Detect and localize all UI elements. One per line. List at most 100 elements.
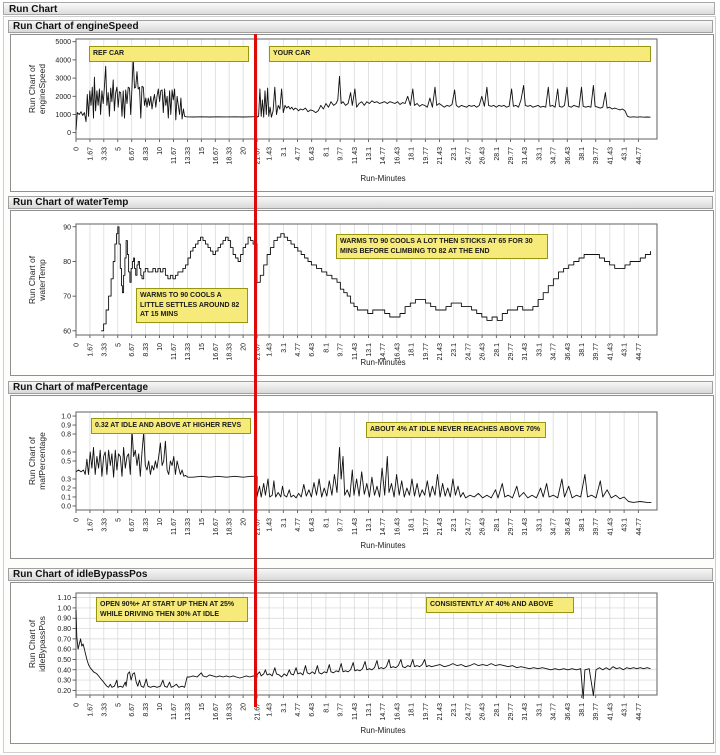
x-tick-label: 21.43	[437, 147, 444, 165]
x-tick-label: 23.1	[451, 147, 458, 161]
x-tick-label: 34.77	[551, 703, 558, 721]
x-tick-label: 1.43	[267, 343, 274, 357]
x-tick-label: 18.33	[227, 147, 234, 165]
y-tick-label: 0.5	[61, 459, 71, 466]
panel-title: Run Chart of engineSpeed	[13, 21, 139, 32]
x-tick-label: 39.77	[593, 147, 600, 165]
x-tick-label: 16.67	[213, 518, 220, 536]
x-axis-title: Run-Minutes	[360, 358, 405, 367]
x-tick-label: 41.43	[607, 703, 614, 721]
chart-panel-engineSpeed: 0 1.67 3.33 5 6.67 8.33 10 11.67 13.33 15 16.67 18.…	[10, 34, 714, 192]
x-tick-label: 11.43	[352, 518, 359, 535]
y-tick-label: 0.20	[57, 688, 71, 695]
series-line	[75, 429, 652, 503]
x-tick-label: 13.33	[185, 518, 192, 536]
x-tick-label: 34.77	[551, 147, 558, 165]
x-tick-label: 3.1	[281, 147, 288, 157]
y-tick-label: 0.3	[61, 476, 71, 483]
y-tick-label: 0.70	[57, 636, 71, 643]
x-tick-label: 13.33	[185, 343, 192, 361]
series-line	[75, 609, 651, 700]
x-tick-label: 13.1	[366, 518, 373, 532]
x-tick-label: 24.77	[465, 343, 472, 361]
x-tick-label: 6.67	[129, 343, 136, 357]
x-tick-label: 8.1	[323, 703, 330, 713]
x-tick-label: 8.33	[143, 703, 150, 717]
x-tick-label: 39.77	[593, 518, 600, 536]
x-tick-label: 18.1	[409, 703, 416, 717]
x-tick-label: 18.33	[227, 518, 234, 536]
x-tick-label: 29.77	[508, 703, 515, 721]
x-tick-label: 9.77	[338, 703, 345, 717]
x-tick-label: 14.77	[380, 703, 387, 721]
x-tick-label: 19.77	[423, 703, 430, 721]
panel-title-bar-waterTemp[interactable]: Run Chart of waterTemp	[8, 196, 713, 209]
x-tick-label: 43.1	[622, 343, 629, 357]
x-tick-label: 29.77	[508, 518, 515, 536]
y-tick-label: 90	[63, 224, 71, 231]
run-divider-line	[254, 34, 257, 707]
x-tick-label: 14.77	[380, 343, 387, 361]
y-axis-title: Run Chart of mafPercentage	[27, 432, 47, 490]
x-tick-label: 26.43	[480, 518, 487, 536]
y-tick-label: 0.0	[61, 503, 71, 510]
annotation-note: WARMS TO 90 COOLS A LITTLE SETTLES AROUN…	[136, 288, 248, 323]
x-tick-label: 36.43	[565, 518, 572, 536]
y-tick-label: 0.9	[61, 423, 71, 430]
y-tick-label: 1000	[55, 112, 71, 119]
x-tick-label: 44.77	[636, 147, 643, 165]
x-tick-label: 44.77	[636, 518, 643, 536]
x-tick-label: 5	[115, 343, 122, 347]
x-tick-label: 10	[157, 147, 164, 155]
x-tick-label: 36.43	[565, 703, 572, 721]
x-tick-label: 4.77	[295, 343, 302, 357]
x-tick-label: 38.1	[579, 703, 586, 717]
x-tick-label: 11.67	[171, 518, 178, 535]
x-tick-label: 43.1	[622, 147, 629, 161]
x-tick-label: 19.77	[423, 343, 430, 361]
x-tick-label: 36.43	[565, 343, 572, 361]
y-tick-label: 2000	[55, 94, 71, 101]
x-tick-label: 0	[74, 518, 81, 522]
x-tick-label: 6.43	[309, 147, 316, 161]
y-tick-label: 1.0	[61, 414, 71, 421]
x-tick-label: 29.77	[508, 343, 515, 361]
y-tick-label: 0.40	[57, 667, 71, 674]
x-tick-label: 3.1	[281, 703, 288, 713]
x-tick-label: 23.1	[451, 518, 458, 532]
panel-title-bar-engineSpeed[interactable]: Run Chart of engineSpeed	[8, 20, 713, 33]
x-tick-label: 10	[157, 343, 164, 351]
x-tick-label: 20	[241, 518, 248, 526]
x-tick-label: 28.1	[494, 343, 501, 357]
x-tick-label: 16.43	[394, 147, 401, 165]
x-tick-label: 8.1	[323, 343, 330, 353]
x-tick-label: 31.43	[522, 343, 529, 361]
x-tick-label: 21.43	[437, 343, 444, 361]
y-tick-label: 5000	[55, 39, 71, 46]
x-tick-label: 11.67	[171, 703, 178, 720]
x-tick-label: 21.67	[255, 147, 262, 165]
x-tick-label: 34.77	[551, 518, 558, 536]
x-tick-label: 0	[74, 343, 81, 347]
x-tick-label: 3.1	[281, 518, 288, 528]
x-tick-label: 1.67	[87, 343, 94, 357]
x-tick-label: 33.1	[536, 343, 543, 357]
panel-title: Run Chart of idleBypassPos	[13, 569, 148, 580]
x-tick-label: 31.43	[522, 147, 529, 165]
annotation-note: YOUR CAR	[269, 46, 651, 62]
x-tick-label: 38.1	[579, 343, 586, 357]
y-axis-title: Run Chart of waterTemp	[27, 255, 47, 304]
x-tick-label: 26.43	[480, 703, 487, 721]
x-tick-label: 11.67	[171, 343, 178, 360]
x-tick-label: 20	[241, 703, 248, 711]
panel-title-bar-idleBypassPos[interactable]: Run Chart of idleBypassPos	[8, 568, 713, 581]
panel-title-bar-mafPercentage[interactable]: Run Chart of mafPercentage	[8, 381, 713, 394]
x-tick-label: 11.43	[352, 703, 359, 720]
report-title-bar[interactable]: Run Chart	[3, 2, 715, 15]
x-tick-label: 3.33	[101, 147, 108, 161]
x-tick-label: 11.67	[171, 147, 178, 164]
x-tick-label: 29.77	[508, 147, 515, 165]
panel-title: Run Chart of waterTemp	[13, 197, 129, 208]
x-tick-label: 11.43	[352, 343, 359, 360]
x-tick-label: 21.43	[437, 703, 444, 721]
